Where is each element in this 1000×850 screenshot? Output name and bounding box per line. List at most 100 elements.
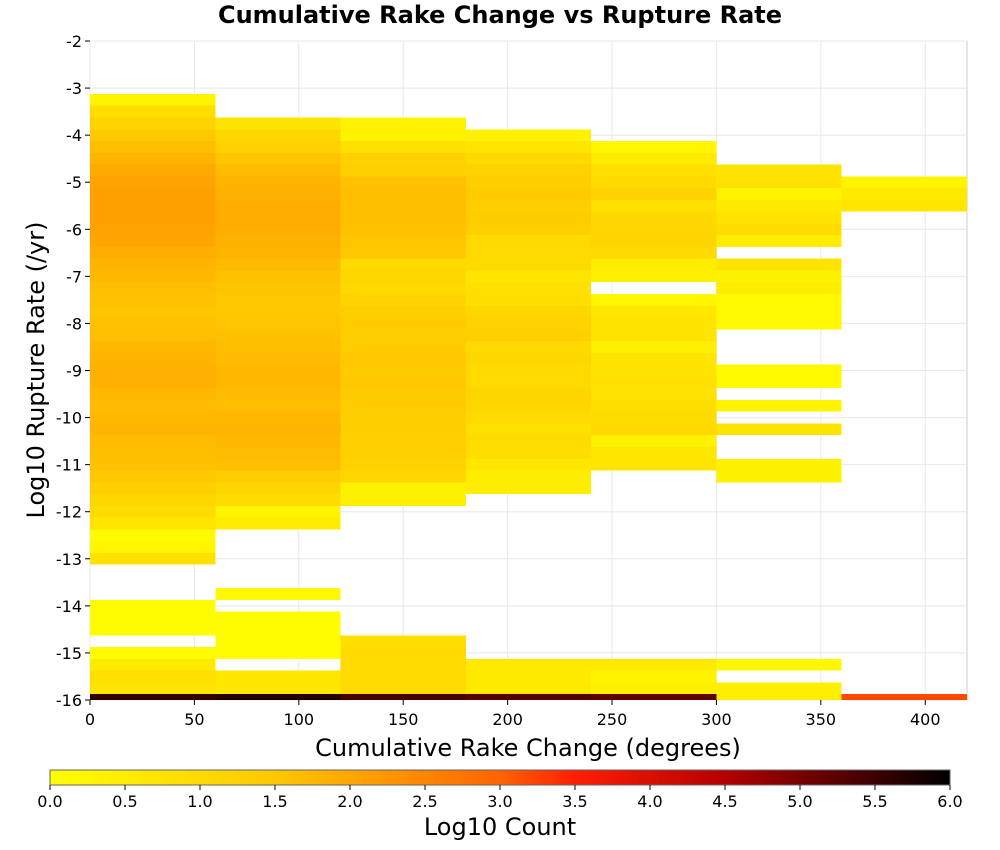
heatmap-cell-1-15 — [215, 294, 341, 306]
heatmap-cell-1-25 — [215, 411, 341, 424]
heatmap-cell-0-47 — [90, 694, 216, 700]
heatmap-cell-4-11 — [591, 270, 717, 283]
heatmap-cell-4-10 — [591, 258, 717, 271]
heatmap-cell-4-28 — [591, 670, 717, 683]
heatmap-cell-1-6 — [215, 188, 341, 200]
heatmap-cell-1-13 — [215, 270, 341, 283]
heatmap-cell-2-7 — [340, 199, 466, 212]
heatmap-cell-2-8 — [340, 211, 466, 224]
heatmap-cell-0-44 — [90, 658, 216, 671]
heatmap-cell-0-15 — [90, 270, 216, 283]
heatmap-cell-1-26 — [215, 423, 341, 436]
x-tick-label-4: 200 — [492, 710, 523, 729]
heatmap-cell-0-6 — [90, 164, 216, 177]
x-tick-label-5: 250 — [597, 710, 628, 729]
x-tick-label-6: 300 — [701, 710, 732, 729]
heatmap-cell-0-21 — [90, 341, 216, 353]
heatmap-cell-3-10 — [465, 246, 592, 259]
heatmap-cell-1-19 — [215, 341, 341, 353]
heatmap-cell-2-18 — [340, 329, 466, 342]
heatmap-cell-0-20 — [90, 329, 216, 342]
heatmap-cell-0-24 — [90, 376, 216, 389]
colorbar-tick-label-11: 5.5 — [862, 792, 887, 811]
heatmap-cell-3-22 — [465, 388, 592, 400]
heatmap-cell-0-28 — [90, 423, 216, 436]
heatmap-cell-2-17 — [340, 317, 466, 330]
heatmap-cell-1-0 — [215, 117, 341, 130]
heatmap-cell-0-45 — [90, 670, 216, 683]
heatmap-cell-3-4 — [465, 176, 592, 189]
heatmap-cell-1-28 — [215, 446, 341, 459]
heatmap-cell-2-23 — [340, 388, 466, 400]
y-tick-label-4: -12 — [56, 503, 82, 522]
heatmap-cell-0-3 — [90, 129, 216, 142]
heatmap-cell-1-27 — [215, 435, 341, 447]
heatmap-cell-0-1 — [90, 105, 216, 118]
heatmap-cell-2-37 — [340, 682, 466, 695]
heatmap-cell-0-43 — [90, 647, 216, 659]
heatmap-cell-2-27 — [340, 435, 466, 447]
colorbar-tick-label-3: 1.5 — [262, 792, 287, 811]
x-axis-ticks: 0 50 100 150 200 250 300 350 400 — [85, 700, 941, 729]
y-tick-label-5: -11 — [56, 456, 82, 475]
colorbar-tick-label-2: 1.0 — [187, 792, 212, 811]
heatmap-cell-2-35 — [340, 658, 466, 671]
y-tick-label-2: -14 — [56, 597, 82, 616]
heatmap-cell-5-21 — [716, 694, 842, 700]
heatmap-cell-0-27 — [90, 411, 216, 424]
heatmap-cell-4-14 — [591, 317, 717, 330]
colorbar-ticks: 0.0 0.5 1.0 1.5 2.0 2.5 3.0 3.5 4.0 4.5 5.0 5.5 6.0 — [37, 785, 963, 811]
x-tick-label-2: 100 — [284, 710, 315, 729]
heatmap-cell-4-17 — [591, 352, 717, 365]
heatmap-cell-2-9 — [340, 223, 466, 236]
heatmap-cell-3-34 — [465, 694, 592, 700]
colorbar-tick-label-8: 4.0 — [637, 792, 662, 811]
heatmap-cell-5-5 — [716, 223, 842, 236]
heatmap-cell-3-18 — [465, 341, 592, 353]
heatmap-cell-1-3 — [215, 152, 341, 165]
heatmap-cell-1-35 — [215, 588, 341, 600]
heatmap-cell-3-9 — [465, 235, 592, 247]
heatmap-cell-0-46 — [90, 682, 216, 695]
heatmap-cell-1-22 — [215, 376, 341, 389]
heatmap-cell-2-4 — [340, 164, 466, 177]
heatmap-cell-2-15 — [340, 294, 466, 306]
heatmap-cell-3-14 — [465, 294, 592, 306]
heatmap-cell-5-10 — [716, 294, 842, 306]
heatmap-cell-4-21 — [591, 399, 717, 412]
heatmap-cell-0-37 — [90, 529, 216, 542]
heatmap-cell-2-29 — [340, 458, 466, 471]
heatmap-cell-3-20 — [465, 364, 592, 377]
heatmap-cell-1-16 — [215, 305, 341, 318]
heatmap-cell-4-2 — [591, 164, 717, 177]
heatmap-cell-0-9 — [90, 199, 216, 212]
heatmap-cell-3-5 — [465, 188, 592, 200]
heatmap-cell-1-20 — [215, 352, 341, 365]
y-tick-label-11: -5 — [66, 173, 82, 192]
heatmap-cell-2-13 — [340, 270, 466, 283]
heatmap-cell-5-7 — [716, 258, 842, 271]
heatmap-cell-1-30 — [215, 470, 341, 483]
heatmap-cell-0-29 — [90, 435, 216, 447]
heatmap-cell-2-31 — [340, 482, 466, 495]
heatmap-cell-4-3 — [591, 176, 717, 189]
chart-title: Cumulative Rake Change vs Rupture Rate — [218, 1, 782, 29]
heatmap-cell-0-33 — [90, 482, 216, 495]
heatmap-cell-4-19 — [591, 376, 717, 389]
colorbar-tick-label-12: 6.0 — [937, 792, 962, 811]
heatmap-cell-1-39 — [215, 647, 341, 659]
heatmap-cell-0-40 — [90, 599, 216, 612]
heatmap-cell-1-11 — [215, 246, 341, 259]
heatmap-cell-5-4 — [716, 211, 842, 224]
heatmap-cells — [90, 93, 967, 700]
heatmap-cell-3-12 — [465, 270, 592, 283]
heatmap-cell-1-37 — [215, 623, 341, 636]
heatmap-cell-4-23 — [591, 423, 717, 436]
heatmap-cell-2-32 — [340, 494, 466, 506]
heatmap-cell-4-22 — [591, 411, 717, 424]
heatmap-cell-2-11 — [340, 246, 466, 259]
y-tick-label-3: -13 — [56, 550, 82, 569]
heatmap-cell-1-32 — [215, 494, 341, 506]
heatmap-cell-4-12 — [591, 294, 717, 306]
heatmap-cell-4-8 — [591, 235, 717, 247]
